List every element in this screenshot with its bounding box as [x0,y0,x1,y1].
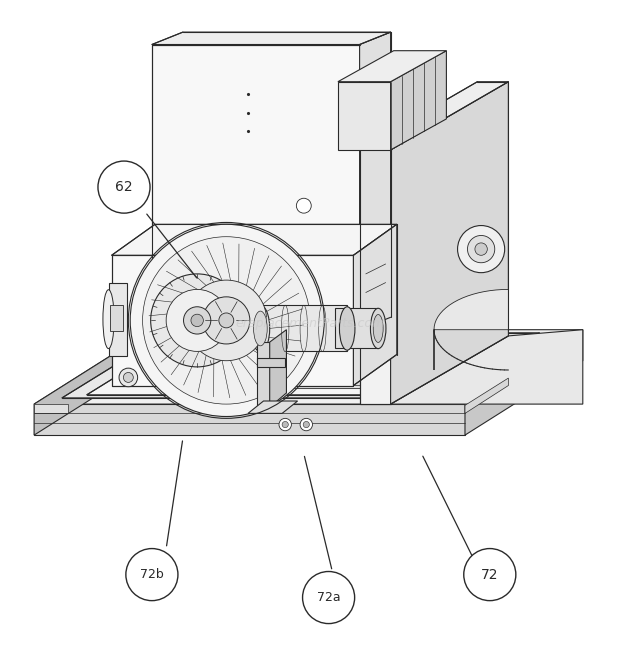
Polygon shape [465,378,508,413]
Polygon shape [34,404,465,435]
Polygon shape [110,305,123,331]
Circle shape [475,243,487,256]
Polygon shape [391,50,446,150]
Polygon shape [34,330,583,404]
Polygon shape [174,353,471,389]
Polygon shape [270,330,286,407]
Polygon shape [353,225,397,386]
Circle shape [151,274,244,367]
Polygon shape [360,82,508,150]
Polygon shape [152,32,391,45]
Polygon shape [257,342,270,407]
Circle shape [282,421,288,428]
Polygon shape [360,32,391,330]
Circle shape [123,373,133,382]
Polygon shape [338,82,391,150]
Text: 72: 72 [481,567,498,582]
Ellipse shape [103,290,114,349]
Ellipse shape [340,307,355,350]
Polygon shape [360,150,391,404]
Circle shape [186,280,267,360]
Polygon shape [465,330,583,435]
Polygon shape [257,358,285,367]
Polygon shape [260,305,347,351]
Text: 72a: 72a [317,591,340,604]
Polygon shape [180,341,477,376]
Circle shape [303,421,309,428]
Text: 62: 62 [115,180,133,194]
Circle shape [130,225,322,417]
Circle shape [279,419,291,431]
Circle shape [98,161,150,213]
Polygon shape [87,337,496,395]
Circle shape [126,549,178,600]
Circle shape [166,289,228,351]
Circle shape [458,226,505,272]
Circle shape [300,419,312,431]
Circle shape [119,368,138,387]
Polygon shape [248,401,298,413]
Circle shape [296,198,311,213]
Polygon shape [34,404,68,413]
Polygon shape [152,45,360,330]
Polygon shape [112,225,397,256]
Polygon shape [62,333,539,398]
Polygon shape [335,308,378,348]
Circle shape [184,307,211,334]
Circle shape [143,237,310,404]
Text: ereplacementParts.com: ereplacementParts.com [236,317,384,330]
Polygon shape [391,330,583,404]
Polygon shape [338,50,446,82]
Ellipse shape [254,311,267,345]
Circle shape [191,314,203,327]
Circle shape [219,313,234,328]
Polygon shape [108,283,127,356]
Polygon shape [391,82,508,404]
Polygon shape [112,256,353,386]
Ellipse shape [373,314,383,342]
Ellipse shape [251,305,270,352]
Circle shape [467,236,495,263]
Ellipse shape [371,309,386,349]
Circle shape [464,549,516,600]
Circle shape [303,571,355,624]
Polygon shape [434,289,508,370]
Polygon shape [34,330,152,435]
Circle shape [203,297,250,344]
Text: 72b: 72b [140,568,164,581]
